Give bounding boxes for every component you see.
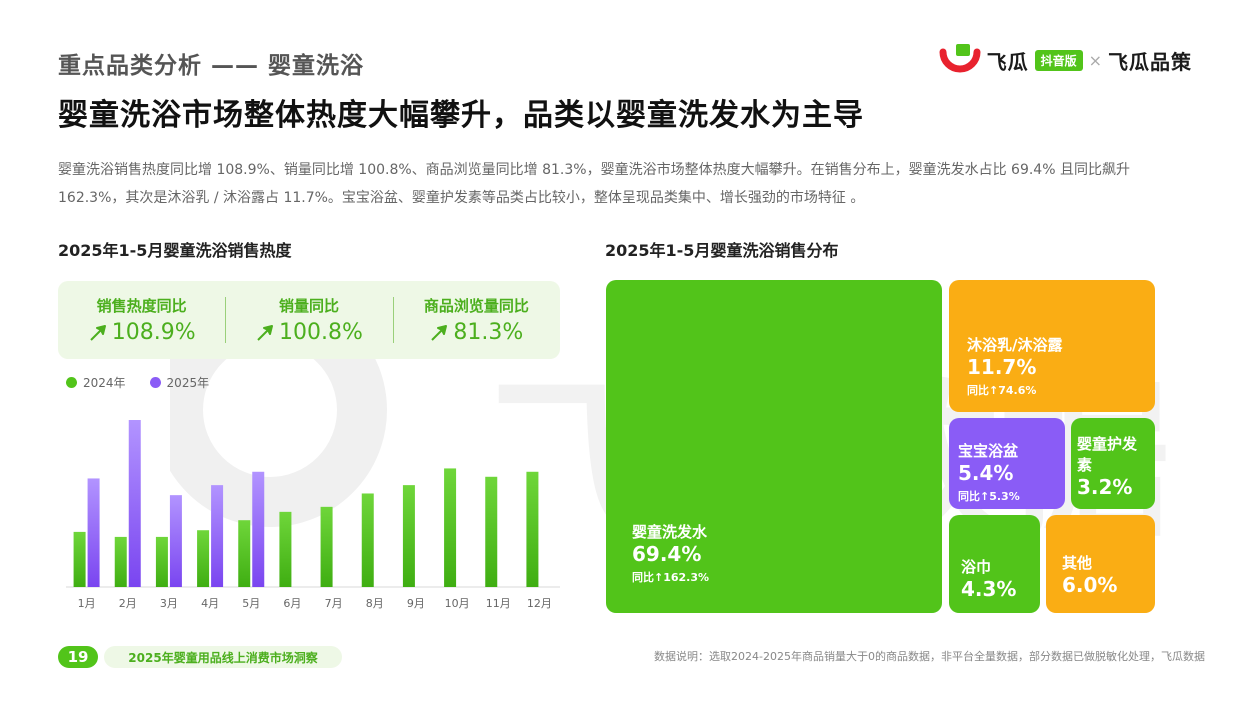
x-tick-label: 10月 <box>445 597 470 610</box>
x-tick-label: 1月 <box>78 597 96 610</box>
tile-share: 11.7% <box>967 355 1037 379</box>
kpi-value: 108.9% <box>88 320 196 345</box>
tile-share: 69.4% <box>632 542 702 566</box>
bar-2025年-1月 <box>87 478 100 587</box>
bar-2024年-11月 <box>485 476 498 587</box>
tile-share: 5.4% <box>958 461 1014 485</box>
tile-name: 婴童护发素 <box>1077 435 1138 474</box>
treemap-tile-5: 其他 6.0% <box>1046 515 1155 613</box>
kpi-page-views: 商品浏览量同比 81.3% <box>392 281 560 359</box>
section-title: 重点品类分析 —— 婴童洗浴 <box>58 53 365 79</box>
bar-2024年-12月 <box>526 471 539 587</box>
brand-name-right: 飞瓜品策 <box>1108 49 1192 74</box>
legend-item-2024: 2024年 <box>66 374 126 391</box>
chart-legend: 2024年 2025年 <box>66 374 209 391</box>
x-tick-label: 7月 <box>325 597 343 610</box>
kpi-sales-heat: 销售热度同比 108.9% <box>58 281 225 359</box>
tile-yoy: 同比↑74.6% <box>967 384 1037 397</box>
tile-share: 4.3% <box>961 577 1017 601</box>
legend-label: 2025年 <box>166 376 210 390</box>
treemap-title: 2025年1-5月婴童洗浴销售分布 <box>605 241 839 260</box>
treemap-tile-1: 沐浴乳/沐浴露 11.7% 同比↑74.6% <box>949 280 1155 412</box>
x-tick-label: 5月 <box>242 597 260 610</box>
legend-label: 2024年 <box>83 376 126 390</box>
summary-paragraph: 婴童洗浴销售热度同比增 108.9%、销量同比增 100.8%、商品浏览量同比增… <box>58 162 1130 206</box>
bar-2024年-8月 <box>361 493 374 587</box>
treemap-tile-0: 婴童洗发水 69.4% 同比↑162.3% <box>606 280 942 613</box>
kpi-label: 销售热度同比 <box>96 297 187 315</box>
x-tick-label: 12月 <box>527 597 552 610</box>
x-tick-label: 8月 <box>366 597 384 610</box>
feigua-logo-icon <box>939 44 981 73</box>
kpi-panel: 销售热度同比 108.9% 销量同比 100.8% 商品浏览量同比 81.3% <box>58 281 560 359</box>
up-arrow-icon <box>431 324 448 341</box>
tile-share: 3.2% <box>1077 475 1133 499</box>
tile-share: 6.0% <box>1062 573 1118 597</box>
kpi-value-text: 81.3% <box>453 320 524 345</box>
kpi-sales-volume: 销量同比 100.8% <box>225 281 392 359</box>
tile-yoy: 同比↑162.3% <box>632 571 710 584</box>
x-tick-label: 2月 <box>119 597 137 610</box>
kpi-value: 100.8% <box>255 320 363 345</box>
bar-2024年-9月 <box>402 485 415 587</box>
bar-2025年-3月 <box>169 495 182 587</box>
bar-chart-title: 2025年1-5月婴童洗浴销售热度 <box>58 241 292 260</box>
tile-name: 其他 <box>1062 554 1093 572</box>
x-tick-label: 11月 <box>486 597 511 610</box>
bar-2024年-6月 <box>279 511 292 587</box>
treemap-tile-2: 宝宝浴盆 5.4% 同比↑5.3% <box>949 418 1065 509</box>
bar-2024年-7月 <box>320 506 333 587</box>
bar-2025年-4月 <box>211 485 224 587</box>
x-tick-label: 3月 <box>160 597 178 610</box>
treemap-tile-4: 浴巾 4.3% <box>949 515 1040 613</box>
bar-2024年-10月 <box>444 468 457 587</box>
bar-2024年-2月 <box>114 536 127 587</box>
up-arrow-icon <box>257 324 274 341</box>
bar-2024年-5月 <box>238 520 251 587</box>
kpi-value: 81.3% <box>429 320 523 345</box>
data-note: 数据说明：选取2024-2025年商品销量大于0的商品数据，非平台全量数据，部分… <box>654 650 1205 663</box>
bar-2024年-1月 <box>73 531 86 587</box>
brand-separator: × <box>1088 50 1102 70</box>
bar-2024年-4月 <box>197 530 210 587</box>
report-title: 2025年婴童用品线上消费市场洞察 <box>104 646 342 668</box>
brand-badge: 抖音版 <box>1034 49 1083 71</box>
legend-swatch <box>66 377 77 388</box>
tile-name: 宝宝浴盆 <box>958 442 1019 460</box>
legend-swatch <box>149 377 161 388</box>
bar-2025年-5月 <box>252 471 265 587</box>
kpi-label: 商品浏览量同比 <box>423 297 529 315</box>
x-tick-label: 4月 <box>201 597 219 610</box>
x-tick-label: 9月 <box>407 597 425 610</box>
kpi-value-text: 100.8% <box>279 320 363 345</box>
brand-header: 飞瓜 抖音版 × 飞瓜品策 <box>939 44 1192 76</box>
x-tick-label: 6月 <box>283 597 301 610</box>
page-title: 婴童洗浴市场整体热度大幅攀升，品类以婴童洗发水为主导 <box>58 98 864 133</box>
up-arrow-icon <box>90 324 106 341</box>
tile-name: 浴巾 <box>961 558 992 576</box>
treemap-tile-3: 婴童护发素 3.2% <box>1071 418 1155 509</box>
tile-name: 婴童洗发水 <box>632 523 708 541</box>
bar-2024年-3月 <box>155 536 168 587</box>
page-number: 19 <box>58 646 98 668</box>
kpi-value-text: 108.9% <box>111 320 196 345</box>
kpi-label: 销量同比 <box>278 297 339 315</box>
bar-chart: 1月 2月 3月 4月 5月 6月 7月 8月 9月 10月 11月 12月 <box>66 420 560 610</box>
brand-name-left: 飞瓜 <box>986 49 1029 74</box>
tile-name: 沐浴乳/沐浴露 <box>967 336 1063 354</box>
bar-2025年-2月 <box>128 420 141 587</box>
tile-yoy: 同比↑5.3% <box>958 490 1020 503</box>
legend-item-2025: 2025年 <box>149 374 210 391</box>
